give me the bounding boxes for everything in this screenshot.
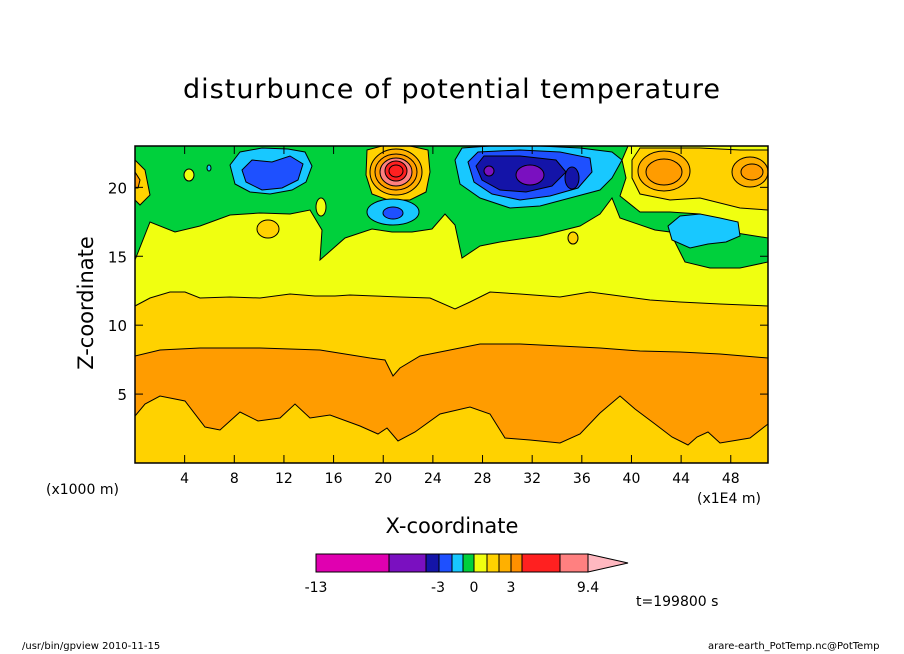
colorbar-swatch [451, 553, 464, 573]
contour-features [135, 146, 768, 249]
feature-right-warm-cell [645, 158, 683, 186]
colorbar-swatch [510, 553, 523, 573]
y-tick-label: 15 [108, 248, 127, 266]
feature-yellow-spot [315, 197, 327, 217]
y-tick-label: 20 [108, 179, 127, 197]
x-tick-label: 28 [474, 471, 492, 487]
x-axis-unit-right: (x1E4 m) [697, 491, 761, 507]
y-tick-label: 10 [108, 317, 127, 335]
x-axis-label: X-coordinate [385, 514, 519, 538]
contour-field [135, 146, 768, 463]
time-label: t=199800 s [636, 594, 719, 610]
feature-cold-cell-c-core [483, 165, 495, 177]
y-axis: 5 10 15 20 [108, 179, 768, 404]
contour-line-middle [135, 291, 768, 310]
contour-lines [135, 196, 768, 446]
feature-cold-cell-d [667, 213, 741, 249]
y-tick-label: 5 [117, 386, 127, 404]
contour-line-lower-bottom [135, 395, 768, 446]
colorbar-swatch [559, 553, 589, 573]
colorbar-swatch [521, 553, 561, 573]
feature-orange-spot [256, 219, 280, 239]
colorbar-label: 9.4 [577, 580, 599, 596]
x-tick-label: 40 [623, 471, 641, 487]
plot-frame [134, 145, 769, 464]
y-axis-label: Z-coordinate [74, 236, 98, 370]
colorbar-label: -3 [431, 580, 445, 596]
colorbar-label: 3 [507, 580, 516, 596]
colorbar-swatch [315, 553, 390, 573]
x-tick-label: 24 [424, 471, 442, 487]
feature-cold-cell-a-core [241, 155, 304, 191]
colorbar-swatch [462, 553, 475, 573]
colorbar: -13 -3 0 3 9.4 [305, 553, 629, 596]
colorbar-swatch [486, 553, 500, 573]
feature-cold-cell-c-spot [564, 166, 580, 190]
feature-small-spot [206, 164, 212, 172]
band-lower-layer [135, 344, 768, 445]
colorbar-swatch [388, 553, 427, 573]
contour-line-lower-top [135, 343, 768, 377]
x-tick-label: 44 [672, 471, 690, 487]
feature-yellow-spot [183, 168, 195, 182]
feature-cold-cell-b-core [382, 206, 404, 220]
feature-orange-spot [567, 231, 579, 245]
feature-left-edge-warm [135, 159, 151, 206]
contour-line-upper [135, 196, 768, 269]
colorbar-swatch [473, 553, 488, 573]
x-tick-label: 12 [275, 471, 293, 487]
x-tick-label: 16 [325, 471, 343, 487]
chart-title: disturbunce of potential temperature [183, 74, 721, 105]
x-tick-label: 8 [230, 471, 239, 487]
colorbar-label: 0 [470, 580, 479, 596]
footer-left: /usr/bin/gpview 2010-11-15 [22, 641, 161, 652]
colorbar-label: -13 [305, 580, 328, 596]
feature-cold-cell-c-core [515, 164, 545, 186]
x-tick-label: 48 [722, 471, 740, 487]
feature-left-edge-warm-core [135, 171, 141, 189]
x-tick-label: 36 [573, 471, 591, 487]
colorbar-swatch [425, 553, 440, 573]
x-tick-label: 32 [523, 471, 541, 487]
x-axis: 4 8 12 16 20 24 28 32 36 40 44 48 [180, 146, 740, 487]
x-axis-unit-left: (x1000 m) [46, 482, 119, 498]
colorbar-arrow [587, 553, 629, 573]
colorbar-swatch [438, 553, 453, 573]
footer-right: arare-earth_PotTemp.nc@PotTemp [708, 641, 880, 652]
feature-warm-cell-ring [388, 164, 404, 178]
colorbar-swatch [498, 553, 512, 573]
x-tick-label: 20 [374, 471, 392, 487]
x-tick-label: 4 [180, 471, 189, 487]
feature-right-warm-cell [740, 163, 764, 181]
